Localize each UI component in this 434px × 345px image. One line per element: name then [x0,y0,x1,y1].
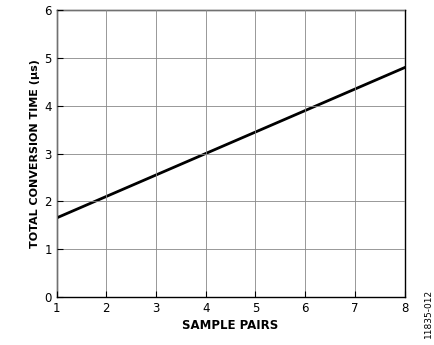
Y-axis label: TOTAL CONVERSION TIME (μs): TOTAL CONVERSION TIME (μs) [30,59,40,248]
Text: 11835-012: 11835-012 [423,289,432,338]
X-axis label: SAMPLE PAIRS: SAMPLE PAIRS [182,319,278,332]
